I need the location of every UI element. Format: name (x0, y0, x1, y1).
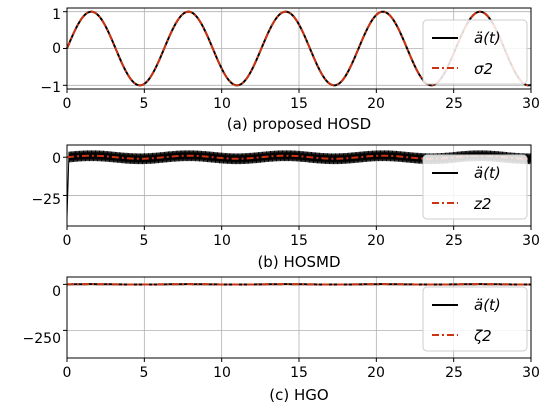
y-tick-label: −250 (23, 331, 61, 347)
x-tick-label: 25 (445, 96, 463, 112)
x-ticks-a: 0 5 10 15 20 25 30 (63, 96, 540, 112)
y-ticks-c: −250 0 (23, 284, 61, 347)
x-tick-label: 5 (140, 233, 149, 249)
legend-label-reference: ä(t) (474, 164, 501, 182)
panel-b: 0 5 10 15 20 25 30 −25 0 (b) HOSMD ä(t) … (31, 144, 540, 271)
x-tick-label: 15 (290, 365, 308, 381)
panel-a: 0 5 10 15 20 25 30 −1 0 1 (a) proposed H… (40, 7, 540, 133)
y-tick-label: 0 (52, 284, 61, 300)
x-tick-label: 25 (445, 233, 463, 249)
legend-label-estimate: z2 (473, 195, 491, 213)
y-tick-label: 0 (52, 151, 61, 167)
caption-c: (c) HGO (269, 386, 328, 404)
x-tick-label: 25 (445, 365, 463, 381)
x-tick-label: 10 (213, 233, 231, 249)
y-tick-label: −25 (31, 192, 61, 208)
x-tick-label: 30 (522, 96, 540, 112)
x-tick-label: 5 (140, 365, 149, 381)
legend-c: ä(t) ζ2 (422, 286, 528, 352)
x-tick-label: 0 (63, 96, 72, 112)
y-tick-label: −1 (40, 80, 61, 96)
x-tick-label: 30 (522, 365, 540, 381)
panel-c: 0 5 10 15 20 25 30 −250 0 (c) HGO ä(t) ζ… (23, 276, 540, 404)
x-tick-label: 0 (63, 365, 72, 381)
x-tick-label: 5 (140, 96, 149, 112)
x-tick-label: 10 (213, 96, 231, 112)
y-ticks-a: −1 0 1 (40, 7, 61, 96)
y-tick-label: 1 (52, 7, 61, 23)
legend-label-reference: ä(t) (474, 296, 501, 314)
legend-label-estimate: σ2 (474, 60, 493, 78)
legend-label-estimate: ζ2 (473, 327, 492, 345)
x-tick-label: 0 (63, 233, 72, 249)
x-tick-label: 10 (213, 365, 231, 381)
y-tick-label: 0 (52, 41, 61, 57)
x-tick-label: 20 (367, 233, 385, 249)
x-tick-label: 20 (367, 365, 385, 381)
legend-a: ä(t) σ2 (422, 19, 528, 85)
caption-a: (a) proposed HOSD (227, 115, 371, 133)
y-ticks-b: −25 0 (31, 151, 61, 208)
x-ticks-c: 0 5 10 15 20 25 30 (63, 365, 540, 381)
x-ticks-b: 0 5 10 15 20 25 30 (63, 233, 540, 249)
x-tick-label: 15 (290, 233, 308, 249)
x-tick-label: 20 (367, 96, 385, 112)
axes-frame-c (66, 276, 532, 359)
x-tick-label: 15 (290, 96, 308, 112)
legend-label-reference: ä(t) (474, 29, 501, 47)
legend-b: ä(t) z2 (422, 154, 528, 220)
axes-frame-a (66, 7, 532, 90)
caption-b: (b) HOSMD (257, 253, 340, 271)
x-tick-label: 30 (522, 233, 540, 249)
series-estimate-line (66, 154, 532, 160)
axes-frame-b (66, 144, 532, 227)
